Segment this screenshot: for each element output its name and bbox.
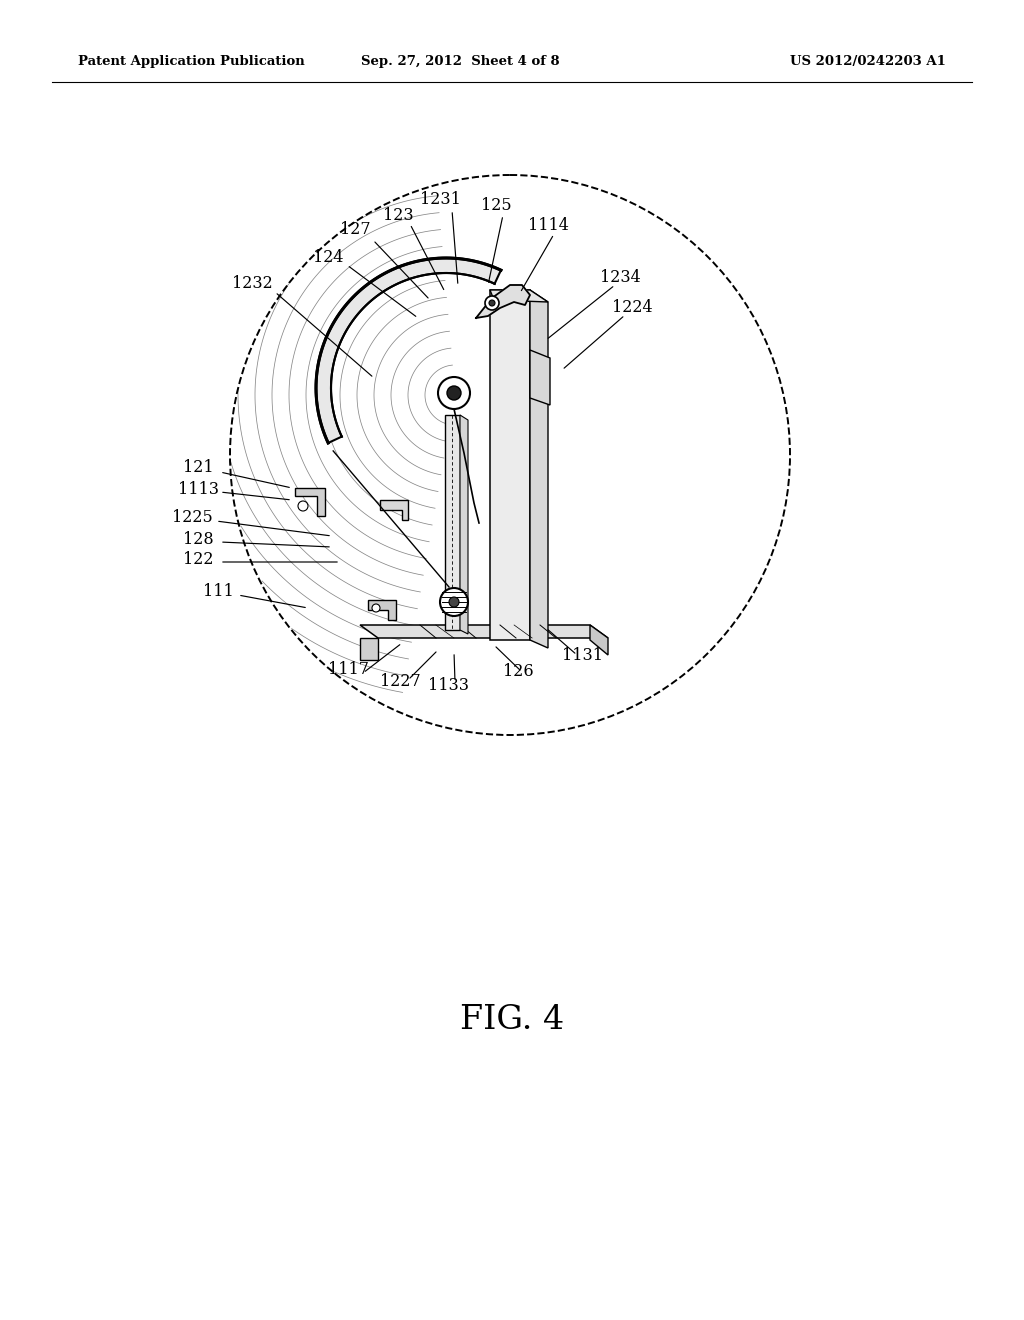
Polygon shape xyxy=(445,414,460,630)
Text: Patent Application Publication: Patent Application Publication xyxy=(78,55,305,69)
Circle shape xyxy=(489,300,495,306)
Text: 1231: 1231 xyxy=(420,191,461,209)
Polygon shape xyxy=(360,638,378,660)
Circle shape xyxy=(440,587,468,616)
Circle shape xyxy=(447,385,461,400)
Text: 1232: 1232 xyxy=(231,275,272,292)
Text: 1224: 1224 xyxy=(611,300,652,317)
Text: 1227: 1227 xyxy=(380,673,421,690)
Polygon shape xyxy=(380,500,408,520)
Circle shape xyxy=(485,296,499,310)
Text: 121: 121 xyxy=(182,459,213,477)
Polygon shape xyxy=(490,290,530,640)
Circle shape xyxy=(438,378,470,409)
Text: 1234: 1234 xyxy=(600,269,640,286)
Polygon shape xyxy=(530,350,550,405)
Text: 1131: 1131 xyxy=(562,647,603,664)
Polygon shape xyxy=(316,257,501,444)
Text: 111: 111 xyxy=(203,583,233,601)
Text: 127: 127 xyxy=(340,222,371,239)
Polygon shape xyxy=(590,624,608,655)
Text: FIG. 4: FIG. 4 xyxy=(460,1005,564,1036)
Text: 1133: 1133 xyxy=(427,677,469,694)
Text: 128: 128 xyxy=(182,532,213,549)
Polygon shape xyxy=(295,488,325,516)
Text: 1117: 1117 xyxy=(328,661,369,678)
Text: 1114: 1114 xyxy=(527,216,568,234)
Polygon shape xyxy=(476,285,530,318)
Text: 126: 126 xyxy=(503,664,534,681)
Text: US 2012/0242203 A1: US 2012/0242203 A1 xyxy=(791,55,946,69)
Polygon shape xyxy=(530,290,548,648)
Text: 125: 125 xyxy=(480,197,511,214)
Circle shape xyxy=(298,502,308,511)
Text: 1113: 1113 xyxy=(177,482,218,499)
Text: 1225: 1225 xyxy=(172,510,212,527)
Text: 123: 123 xyxy=(383,206,414,223)
Polygon shape xyxy=(460,414,468,634)
Text: Sep. 27, 2012  Sheet 4 of 8: Sep. 27, 2012 Sheet 4 of 8 xyxy=(361,55,560,69)
Circle shape xyxy=(449,597,459,607)
Text: 122: 122 xyxy=(182,552,213,569)
Circle shape xyxy=(372,605,380,612)
Polygon shape xyxy=(490,290,548,302)
Polygon shape xyxy=(368,601,396,620)
Polygon shape xyxy=(360,624,608,638)
Text: 124: 124 xyxy=(312,249,343,267)
